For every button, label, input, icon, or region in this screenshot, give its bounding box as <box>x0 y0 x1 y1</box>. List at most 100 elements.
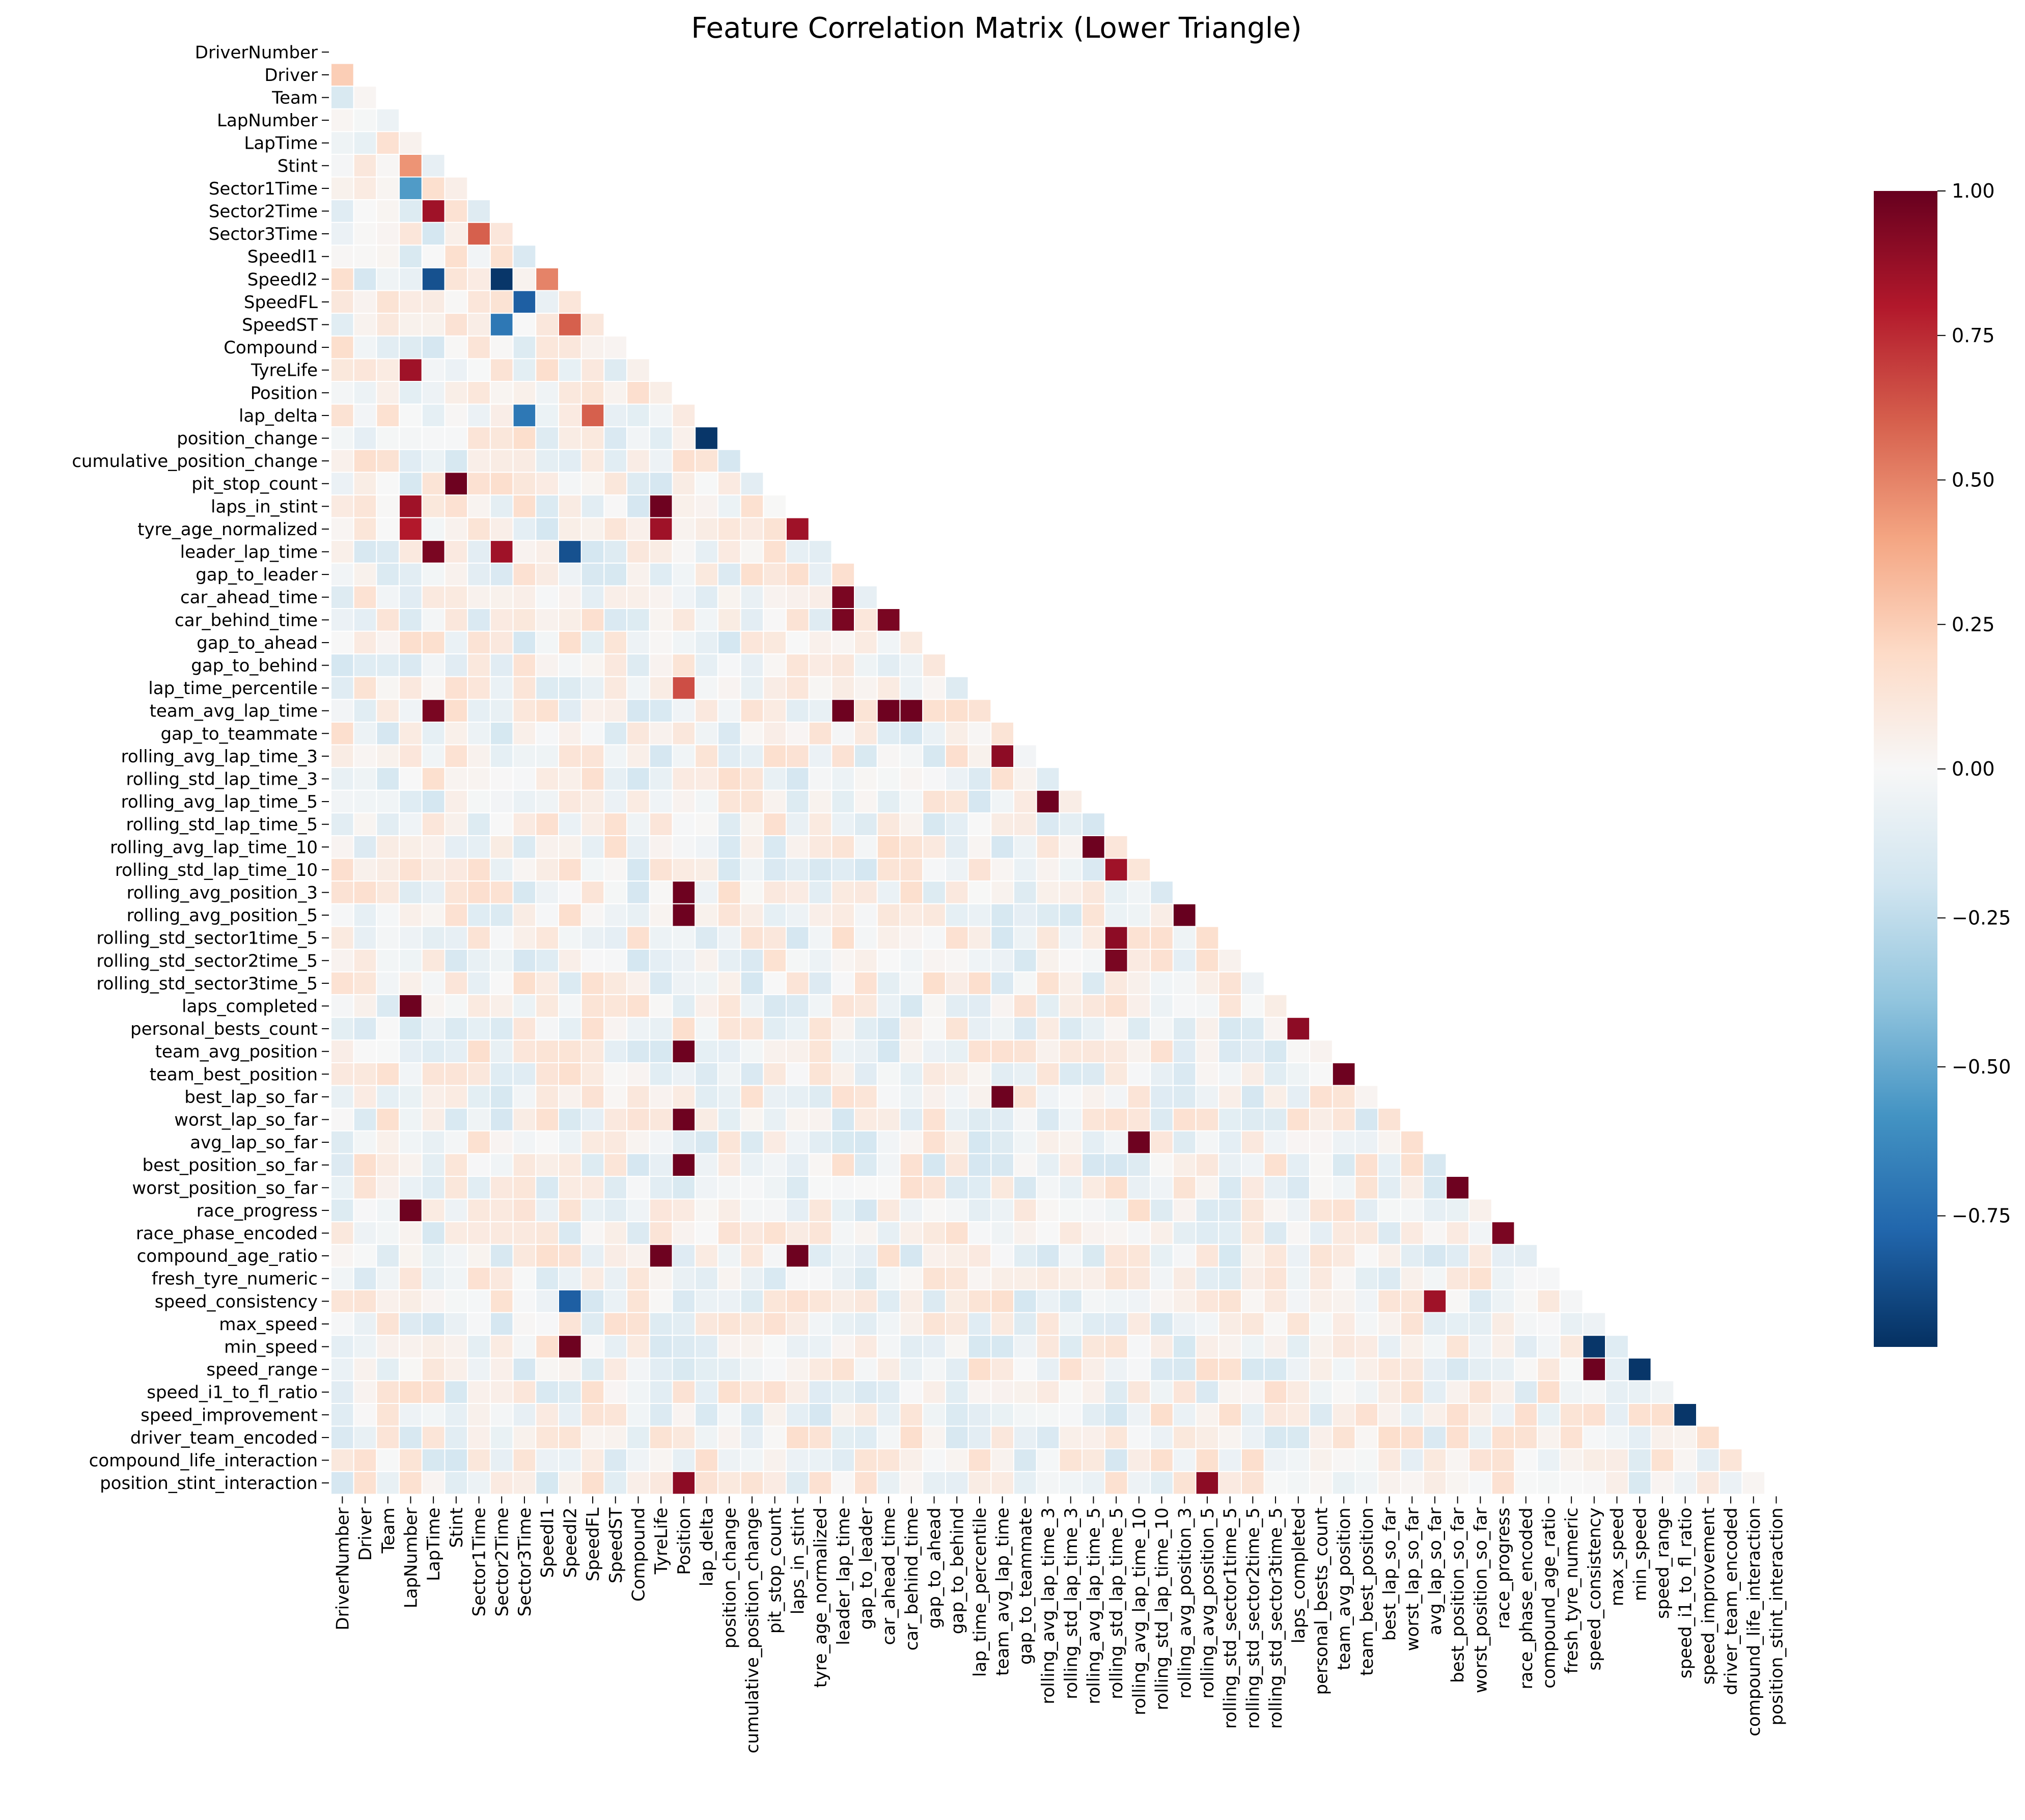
heatmap-cell <box>740 1085 764 1109</box>
heatmap-cell <box>1286 1312 1311 1336</box>
heatmap-cell <box>535 744 560 768</box>
x-tick-label: SpeedI1 <box>538 1507 558 1578</box>
heatmap-cell <box>990 1221 1015 1245</box>
y-tick-label: SpeedI2 <box>247 269 318 290</box>
heatmap-cell <box>945 1039 969 1064</box>
heatmap-cell <box>786 1062 810 1086</box>
heatmap-cell <box>489 1357 514 1382</box>
heatmap-cell <box>1036 1471 1060 1495</box>
heatmap-cell <box>1331 1312 1356 1336</box>
heatmap-cell <box>421 1357 446 1382</box>
y-tick-label: laps_in_stint <box>211 497 318 517</box>
heatmap-cell <box>672 676 696 700</box>
heatmap-cell <box>399 1380 423 1404</box>
heatmap-cell <box>717 494 741 518</box>
x-tick-label: rolling_avg_position_3 <box>1175 1507 1195 1698</box>
heatmap-cell <box>1400 1335 1424 1359</box>
heatmap-cell <box>603 1403 628 1427</box>
heatmap-cell <box>672 767 696 791</box>
heatmap-cell <box>876 1335 901 1359</box>
heatmap-cell <box>376 699 400 723</box>
heatmap-cell <box>990 1425 1015 1450</box>
heatmap-cell <box>695 1039 718 1064</box>
heatmap-cell <box>695 426 718 450</box>
heatmap-cell <box>580 1062 605 1086</box>
heatmap-cell <box>1331 1357 1356 1382</box>
heatmap-cell <box>558 1198 582 1223</box>
heatmap-cell <box>580 1108 605 1132</box>
heatmap-cell <box>649 381 673 405</box>
heatmap-cell <box>1377 1471 1401 1495</box>
heatmap-cell <box>330 1448 354 1472</box>
heatmap-cell <box>421 1289 446 1313</box>
y-tick-label: tyre_age_normalized <box>137 519 318 540</box>
y-tick-label: position_change <box>177 429 318 449</box>
heatmap-cell <box>1286 1198 1311 1223</box>
heatmap-cell <box>1150 1176 1174 1200</box>
heatmap-cell <box>1081 1335 1105 1359</box>
heatmap-cell <box>489 789 514 814</box>
heatmap-cell <box>808 1198 833 1223</box>
heatmap-cell <box>1081 1130 1105 1154</box>
heatmap-cell <box>535 880 560 904</box>
heatmap-cell <box>740 1425 764 1450</box>
heatmap-cell <box>1331 1062 1356 1086</box>
heatmap-cell <box>1081 1312 1105 1336</box>
heatmap-cell <box>922 789 946 814</box>
heatmap-cell <box>786 1266 810 1290</box>
heatmap-cell <box>376 835 400 859</box>
heatmap-cell <box>330 313 354 337</box>
heatmap-cell <box>535 971 560 996</box>
heatmap-cell <box>421 653 446 677</box>
heatmap-cell <box>603 880 628 904</box>
heatmap-cell <box>717 722 741 746</box>
heatmap-cell <box>672 971 696 996</box>
heatmap-cell <box>580 789 605 814</box>
heatmap-cell <box>1468 1312 1492 1336</box>
heatmap-cell <box>945 1335 969 1359</box>
heatmap-cell <box>489 313 514 337</box>
heatmap-cell <box>1104 1380 1128 1404</box>
heatmap-cell <box>672 1062 696 1086</box>
heatmap-cell <box>353 176 377 201</box>
heatmap-cell <box>399 789 423 814</box>
heatmap-cell <box>489 562 514 587</box>
heatmap-cell <box>353 676 377 700</box>
heatmap-cell <box>649 949 673 973</box>
heatmap-cell <box>353 1221 377 1245</box>
heatmap-cell <box>1036 1062 1060 1086</box>
heatmap-cell <box>945 1448 969 1472</box>
heatmap-cell <box>876 1266 901 1290</box>
heatmap-cell <box>1013 1289 1037 1313</box>
heatmap-cell <box>376 1176 400 1200</box>
heatmap-cell <box>626 381 650 405</box>
heatmap-cell <box>1150 1062 1174 1086</box>
heatmap-cell <box>1354 1176 1379 1200</box>
heatmap-cell <box>1104 858 1128 882</box>
heatmap-cell <box>1537 1471 1561 1495</box>
heatmap-cell <box>580 1312 605 1336</box>
heatmap-cell <box>1218 1176 1242 1200</box>
heatmap-cell <box>444 267 468 291</box>
heatmap-cell <box>1059 880 1083 904</box>
heatmap-cell <box>603 403 628 428</box>
heatmap-cell <box>558 585 582 610</box>
heatmap-cell <box>1423 1266 1447 1290</box>
heatmap-cell <box>421 1471 446 1495</box>
heatmap-cell <box>489 267 514 291</box>
heatmap-cell <box>717 1357 741 1382</box>
y-tick-label: gap_to_ahead <box>197 633 318 653</box>
heatmap-cell <box>421 608 446 632</box>
heatmap-cell <box>1218 1016 1242 1041</box>
heatmap-cell <box>512 1108 537 1132</box>
x-tick-label: rolling_avg_lap_time_3 <box>1038 1507 1059 1704</box>
heatmap-cell <box>717 1312 741 1336</box>
heatmap-cell <box>717 1085 741 1109</box>
heatmap-cell <box>467 1425 491 1450</box>
y-tick-label: driver_team_encoded <box>130 1428 318 1448</box>
heatmap-cell <box>603 1153 628 1177</box>
heatmap-cell <box>899 1266 924 1290</box>
heatmap-cell <box>1172 1335 1197 1359</box>
heatmap-cell <box>1377 1176 1401 1200</box>
heatmap-cell <box>1059 971 1083 996</box>
